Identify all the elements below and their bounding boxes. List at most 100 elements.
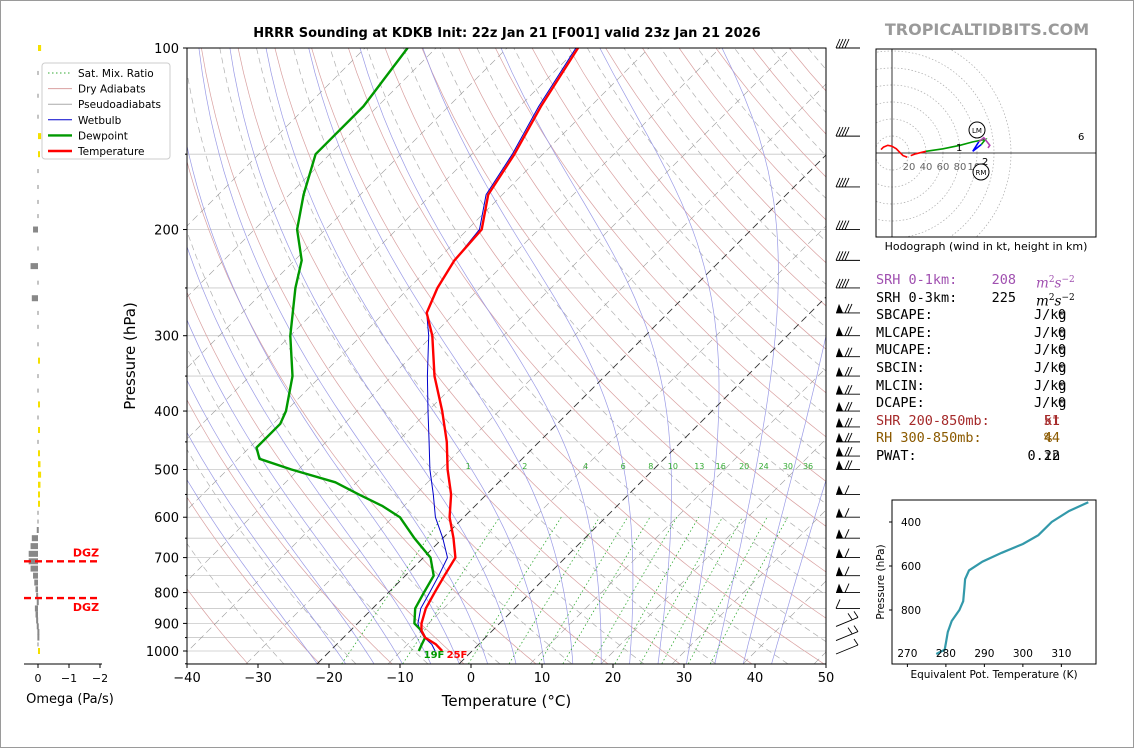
isotherm-line: [458, 296, 826, 664]
omega-bar: [36, 527, 39, 534]
omega-bar: [37, 93, 39, 98]
x-tick-label: 0: [467, 671, 475, 686]
wind-barb: [835, 638, 859, 655]
omega-bar: [37, 510, 39, 515]
moist-adiabat: [308, 48, 574, 664]
moist-adiabat: [265, 48, 545, 664]
hodograph-ring-label: 20: [903, 162, 916, 173]
moist-adiabat: [742, 334, 826, 664]
theta-e-ytick-label: 400: [901, 517, 921, 529]
param-unit: J/kg: [1034, 324, 1067, 341]
param-value: 0: [1057, 377, 1066, 394]
param-value: 0: [1057, 359, 1066, 376]
dry-adiabat-dashed: [550, 48, 826, 372]
y-tick-label: 600: [154, 511, 179, 526]
omega-bar: [34, 579, 38, 586]
omega-bar: [38, 500, 40, 507]
skewt-frame: [186, 47, 827, 665]
mixing-ratio-line: [468, 516, 562, 664]
mixing-ratio-label: 1: [466, 462, 471, 471]
param-label: DCAPE:: [876, 395, 925, 412]
omega-bar: [38, 426, 40, 433]
dry-adiabat: [605, 48, 826, 307]
x-tick-label: −40: [173, 671, 200, 686]
dry-adiabat: [187, 399, 393, 664]
param-label: MLCAPE:: [876, 324, 933, 341]
param-row: PWAT: 0.22 in: [876, 448, 1126, 466]
y-tick-label: 200: [154, 224, 179, 239]
param-label: MLCIN:: [876, 377, 925, 394]
dry-adiabat-dashed: [292, 48, 788, 664]
legend-label: Dry Adiabats: [78, 84, 146, 96]
omega-bar: [31, 535, 38, 542]
mixing-ratio-line: [687, 517, 768, 664]
param-value: 0.22: [1027, 447, 1060, 464]
wind-barb: [836, 384, 860, 395]
mixing-ratio-line: [341, 516, 443, 664]
watermark: TROPICALTIDBITS.COM: [884, 20, 1090, 39]
omega-bar: [28, 558, 38, 565]
y-tick-label: 800: [154, 587, 179, 602]
isotherm-line: [187, 48, 792, 653]
moist-adiabat: [229, 48, 517, 664]
wind-barb: [835, 177, 860, 188]
y-tick-label: 400: [154, 405, 179, 420]
omega-bar: [36, 599, 39, 606]
x-tick-label: 30: [676, 671, 693, 686]
dry-adiabat-dashed: [329, 48, 826, 643]
param-value: 0: [1057, 324, 1066, 341]
legend: Sat. Mix. Ratio Dry Adiabats Pseudoadiabat…: [41, 62, 171, 160]
theta-e-xtick-label: 270: [897, 648, 917, 660]
wetbulb-profile: [417, 48, 577, 652]
wind-barb: [836, 417, 860, 428]
omega-bar: [30, 263, 38, 270]
param-label: PWAT:: [876, 447, 917, 464]
isotherm-line: [388, 225, 826, 664]
parameter-table: SRH 0-1km: 208 m2s−2 SRH 0-3km: 225 m2s−2 SBCA…: [876, 272, 1126, 466]
mixing-ratio-label: 30: [783, 462, 793, 471]
isotherm-line: [187, 48, 650, 511]
omega-bar: [30, 543, 38, 550]
omega-bar: [34, 605, 38, 612]
param-unit: kt: [1044, 412, 1061, 429]
moist-adiabat: [599, 48, 720, 664]
mixing-ratio-line: [661, 517, 743, 664]
mixing-ratio-label: 8: [648, 462, 653, 471]
param-row: DCAPE: 0 J/kg: [876, 395, 1126, 413]
dry-adiabat: [495, 48, 826, 438]
dry-adiabat: [421, 48, 826, 527]
mixing-ratio-label: 2: [522, 462, 527, 471]
omega-bar: [37, 310, 39, 315]
param-unit: m2s−2: [1036, 292, 1075, 310]
y-tick-label: 1000: [146, 645, 179, 660]
omega-bar: [38, 461, 41, 468]
dry-adiabat-dashed: [187, 230, 501, 664]
mixing-ratio-label: 20: [739, 462, 749, 471]
hodograph-trace: [978, 136, 991, 149]
omega-bar: [38, 151, 40, 158]
wind-barb: [835, 599, 860, 609]
dry-adiabat-dashed: [587, 48, 826, 328]
dry-adiabat: [531, 48, 826, 394]
hodograph-ring-label: 40: [920, 162, 933, 173]
x-tick-label: 50: [818, 671, 835, 686]
mixing-ratio-label: 24: [759, 462, 769, 471]
mixing-ratio-line: [640, 517, 723, 664]
omega-bar: [37, 169, 39, 174]
dry-adiabat: [384, 48, 826, 573]
hodograph-area: 20406080100126LMRM: [876, 49, 1096, 237]
legend-box: [41, 62, 171, 160]
omega-bar: [38, 471, 42, 478]
omega-bar: [37, 642, 39, 647]
isotherm-line: [601, 438, 826, 664]
omega-bar: [38, 133, 42, 140]
theta-e-profile: [935, 501, 1089, 655]
moist-adiabat: [714, 48, 779, 664]
moist-adiabat: [359, 48, 602, 664]
wind-barb: [836, 326, 860, 337]
legend-label: Pseudoadiabats: [78, 99, 161, 111]
y-tick-label: 300: [154, 330, 179, 345]
hodograph-frame: [875, 48, 1097, 238]
wind-barb: [835, 611, 859, 627]
